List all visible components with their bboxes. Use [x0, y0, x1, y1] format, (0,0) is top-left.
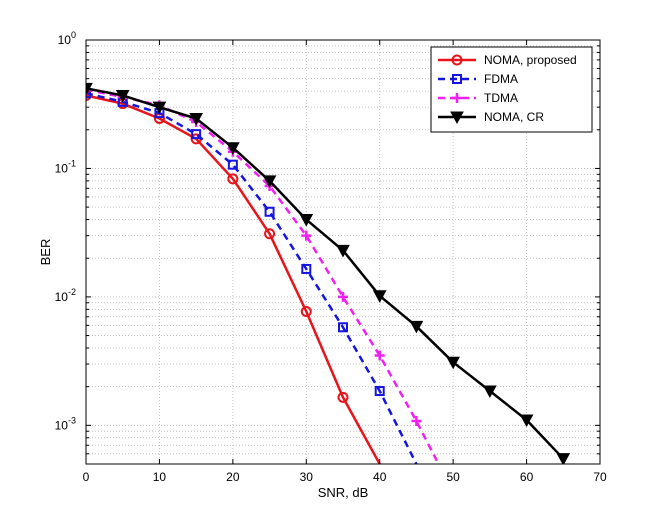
legend-entry: FDMA	[438, 72, 518, 86]
data-point-marker	[372, 290, 387, 303]
data-point-marker	[411, 416, 422, 427]
x-tick-label: 20	[226, 470, 240, 484]
data-point-marker	[264, 206, 275, 217]
legend-marker	[450, 111, 464, 125]
x-tick-label: 50	[446, 470, 460, 484]
series-line	[86, 94, 381, 464]
y-tick-label: 10-2	[55, 287, 76, 304]
data-point-marker	[337, 391, 349, 403]
data-point-marker	[556, 453, 571, 464]
series-line	[86, 88, 440, 464]
data-point-marker	[226, 142, 240, 155]
legend-label: TDMA	[484, 91, 518, 105]
x-tick-label: 40	[373, 470, 387, 484]
data-point-marker	[189, 112, 203, 126]
y-tick-label: 10-1	[55, 158, 76, 175]
series-line	[86, 87, 565, 460]
series-noma-cr	[86, 82, 571, 464]
x-axis-label: SNR, dB	[318, 485, 369, 500]
data-point-marker	[483, 385, 497, 399]
data-point-marker	[227, 173, 239, 185]
legend-label: NOMA, proposed	[484, 53, 577, 67]
x-tick-label: 0	[83, 470, 90, 484]
data-point-marker	[301, 230, 312, 241]
series-line	[86, 91, 418, 464]
y-tick-label: 100	[58, 30, 76, 47]
axis-ticks	[85, 40, 601, 464]
legend-label: NOMA, CR	[484, 110, 544, 124]
legend-marker	[451, 54, 463, 66]
data-point-marker	[374, 350, 385, 361]
legend: NOMA, proposed FDMA TDMA NOMA, CR	[430, 46, 593, 133]
x-tick-label: 70	[593, 470, 607, 484]
data-point-marker	[262, 175, 277, 188]
axis-labels-group: SNR, dB BER 0 10 20 30 40 50 60 70 100 10-1 10-2 10…	[38, 30, 607, 500]
data-point-marker	[115, 89, 130, 103]
x-tick-label: 10	[153, 470, 167, 484]
data-point-marker	[264, 228, 276, 240]
data-point-marker	[227, 159, 238, 170]
data-point-marker	[86, 82, 93, 96]
legend-entry: TDMA	[438, 91, 518, 105]
series-fdma	[86, 88, 418, 464]
data-point-marker	[374, 386, 385, 397]
data-point-marker	[336, 244, 350, 258]
legend-marker	[452, 74, 462, 84]
y-tick-label: 10-3	[55, 415, 76, 432]
data-point-marker	[519, 414, 534, 428]
data-point-marker	[338, 322, 348, 333]
y-axis-label: BER	[38, 239, 53, 266]
data-point-marker	[409, 320, 424, 334]
data-point-marker	[301, 263, 312, 274]
legend-entry: NOMA, CR	[438, 110, 544, 125]
data-point-marker	[300, 305, 312, 317]
series-tdma	[86, 84, 440, 464]
series-group	[86, 82, 571, 464]
data-point-marker	[299, 214, 314, 227]
data-point-marker	[191, 129, 202, 140]
data-point-marker	[338, 291, 348, 302]
legend-entry: NOMA, proposed	[438, 53, 577, 67]
x-tick-label: 60	[520, 470, 534, 484]
x-tick-label: 30	[300, 470, 314, 484]
data-point-marker	[446, 356, 460, 370]
data-point-marker	[86, 88, 91, 99]
plot-frame	[85, 39, 601, 465]
legend-marker	[452, 93, 462, 103]
data-point-marker	[152, 101, 167, 115]
legend-label: FDMA	[484, 72, 518, 86]
